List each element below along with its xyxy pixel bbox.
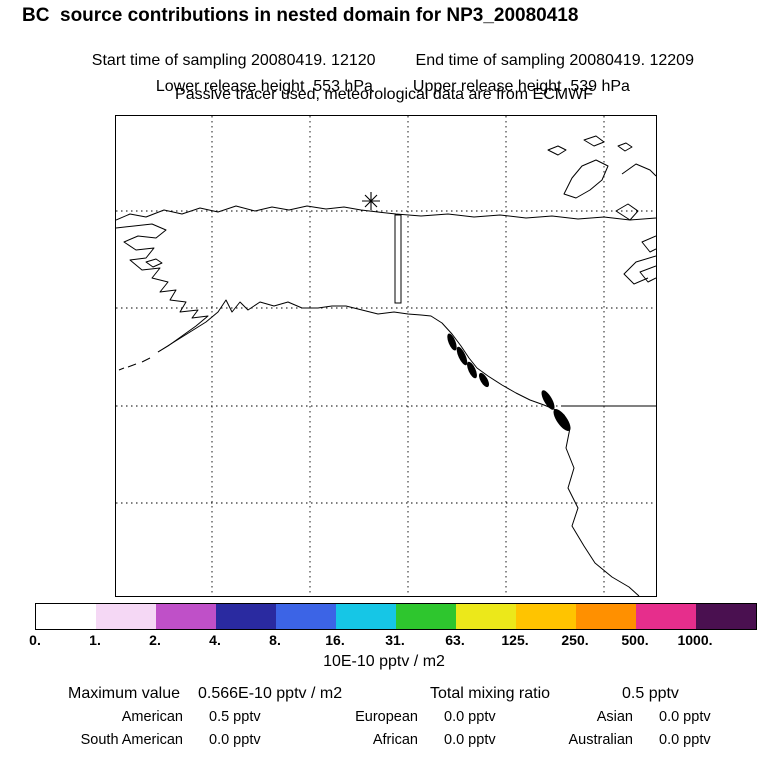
sampling-times-line: Start time of sampling 20080419. 12120 En… [0,34,768,88]
colorbar [35,603,757,630]
colorbar-segment [156,604,216,629]
colorbar-segment [36,604,96,629]
upper-release-height-text: Upper release height 539 hPa [412,78,630,95]
figure-title: BC source contributions in nested domain… [22,5,579,26]
colorbar-tick-label: 250. [561,632,589,648]
coastal-islands [447,333,571,432]
nested-domain-boundary [394,214,402,304]
colorbar-tick-label: 1. [89,632,101,648]
contribution-region-label: South American [80,732,183,748]
map-svg [116,116,656,596]
lower-release-height-text: Lower release height 553 hPa [155,78,373,95]
colorbar-tick-label: 2. [149,632,161,648]
colorbar-tick-label: 31. [385,632,405,648]
colorbar-segment [636,604,696,629]
colorbar-segment [456,604,516,629]
contribution-region-label: Asian [596,709,633,725]
colorbar-tick-label: 0. [29,632,41,648]
end-time-text: End time of sampling 20080419. 12209 [415,52,694,69]
colorbar-segment [216,604,276,629]
contributions-table: American 0.5 pptv European 0.0 pptv Asian 0.0… [19,708,749,749]
colorbar-ticks: 0. 1. 2. 4. 8. 16. 31. 63. 125. 250. 500. 1000. [29,632,755,650]
release-location-marker-icon [362,192,380,210]
contribution-region-label: Australian [568,732,633,748]
contribution-value: 0.5 pptv [209,709,261,725]
contribution-value: 0.0 pptv [444,732,496,748]
colorbar-segment [576,604,636,629]
contribution-value: 0.0 pptv [444,709,496,725]
contribution-region-label: European [355,709,418,725]
colorbar-tick-label: 8. [269,632,281,648]
contribution-region-label: American [121,709,183,725]
contribution-value: 0.0 pptv [209,732,261,748]
colorbar-unit-label: 10E-10 pptv / m2 [323,653,445,670]
contribution-value: 0.0 pptv [659,732,711,748]
contribution-value: 0.0 pptv [659,709,711,725]
tracer-info-line: Passive tracer used, meteorological data… [175,86,593,103]
total-mixing-ratio-label: Total mixing ratio [430,685,551,702]
colorbar-segment [396,604,456,629]
coastline-paths [116,135,656,596]
colorbar-tick-label: 63. [445,632,465,648]
colorbar-tick-label: 500. [621,632,649,648]
contribution-region-label: African [372,732,418,748]
colorbar-segment [96,604,156,629]
maximum-value-label: Maximum value [68,685,181,702]
colorbar-tick-label: 1000. [677,632,713,648]
start-time-text: Start time of sampling 20080419. 12120 [91,52,376,69]
colorbar-segment [696,604,756,629]
release-heights-line: Lower release height 553 hPa Upper releas… [0,60,768,114]
colorbar-segment [336,604,396,629]
total-mixing-ratio-value: 0.5 pptv [622,685,679,702]
map-panel [115,115,657,597]
colorbar-segment [516,604,576,629]
colorbar-tick-label: 16. [325,632,345,648]
colorbar-tick-label: 125. [501,632,529,648]
maximum-value-text: 0.566E-10 pptv / m2 [198,685,343,702]
colorbar-segment [276,604,336,629]
colorbar-tick-label: 4. [209,632,221,648]
summary-row: Maximum value 0.566E-10 pptv / m2 Total … [0,685,768,705]
graticule-gridlines [116,116,656,596]
